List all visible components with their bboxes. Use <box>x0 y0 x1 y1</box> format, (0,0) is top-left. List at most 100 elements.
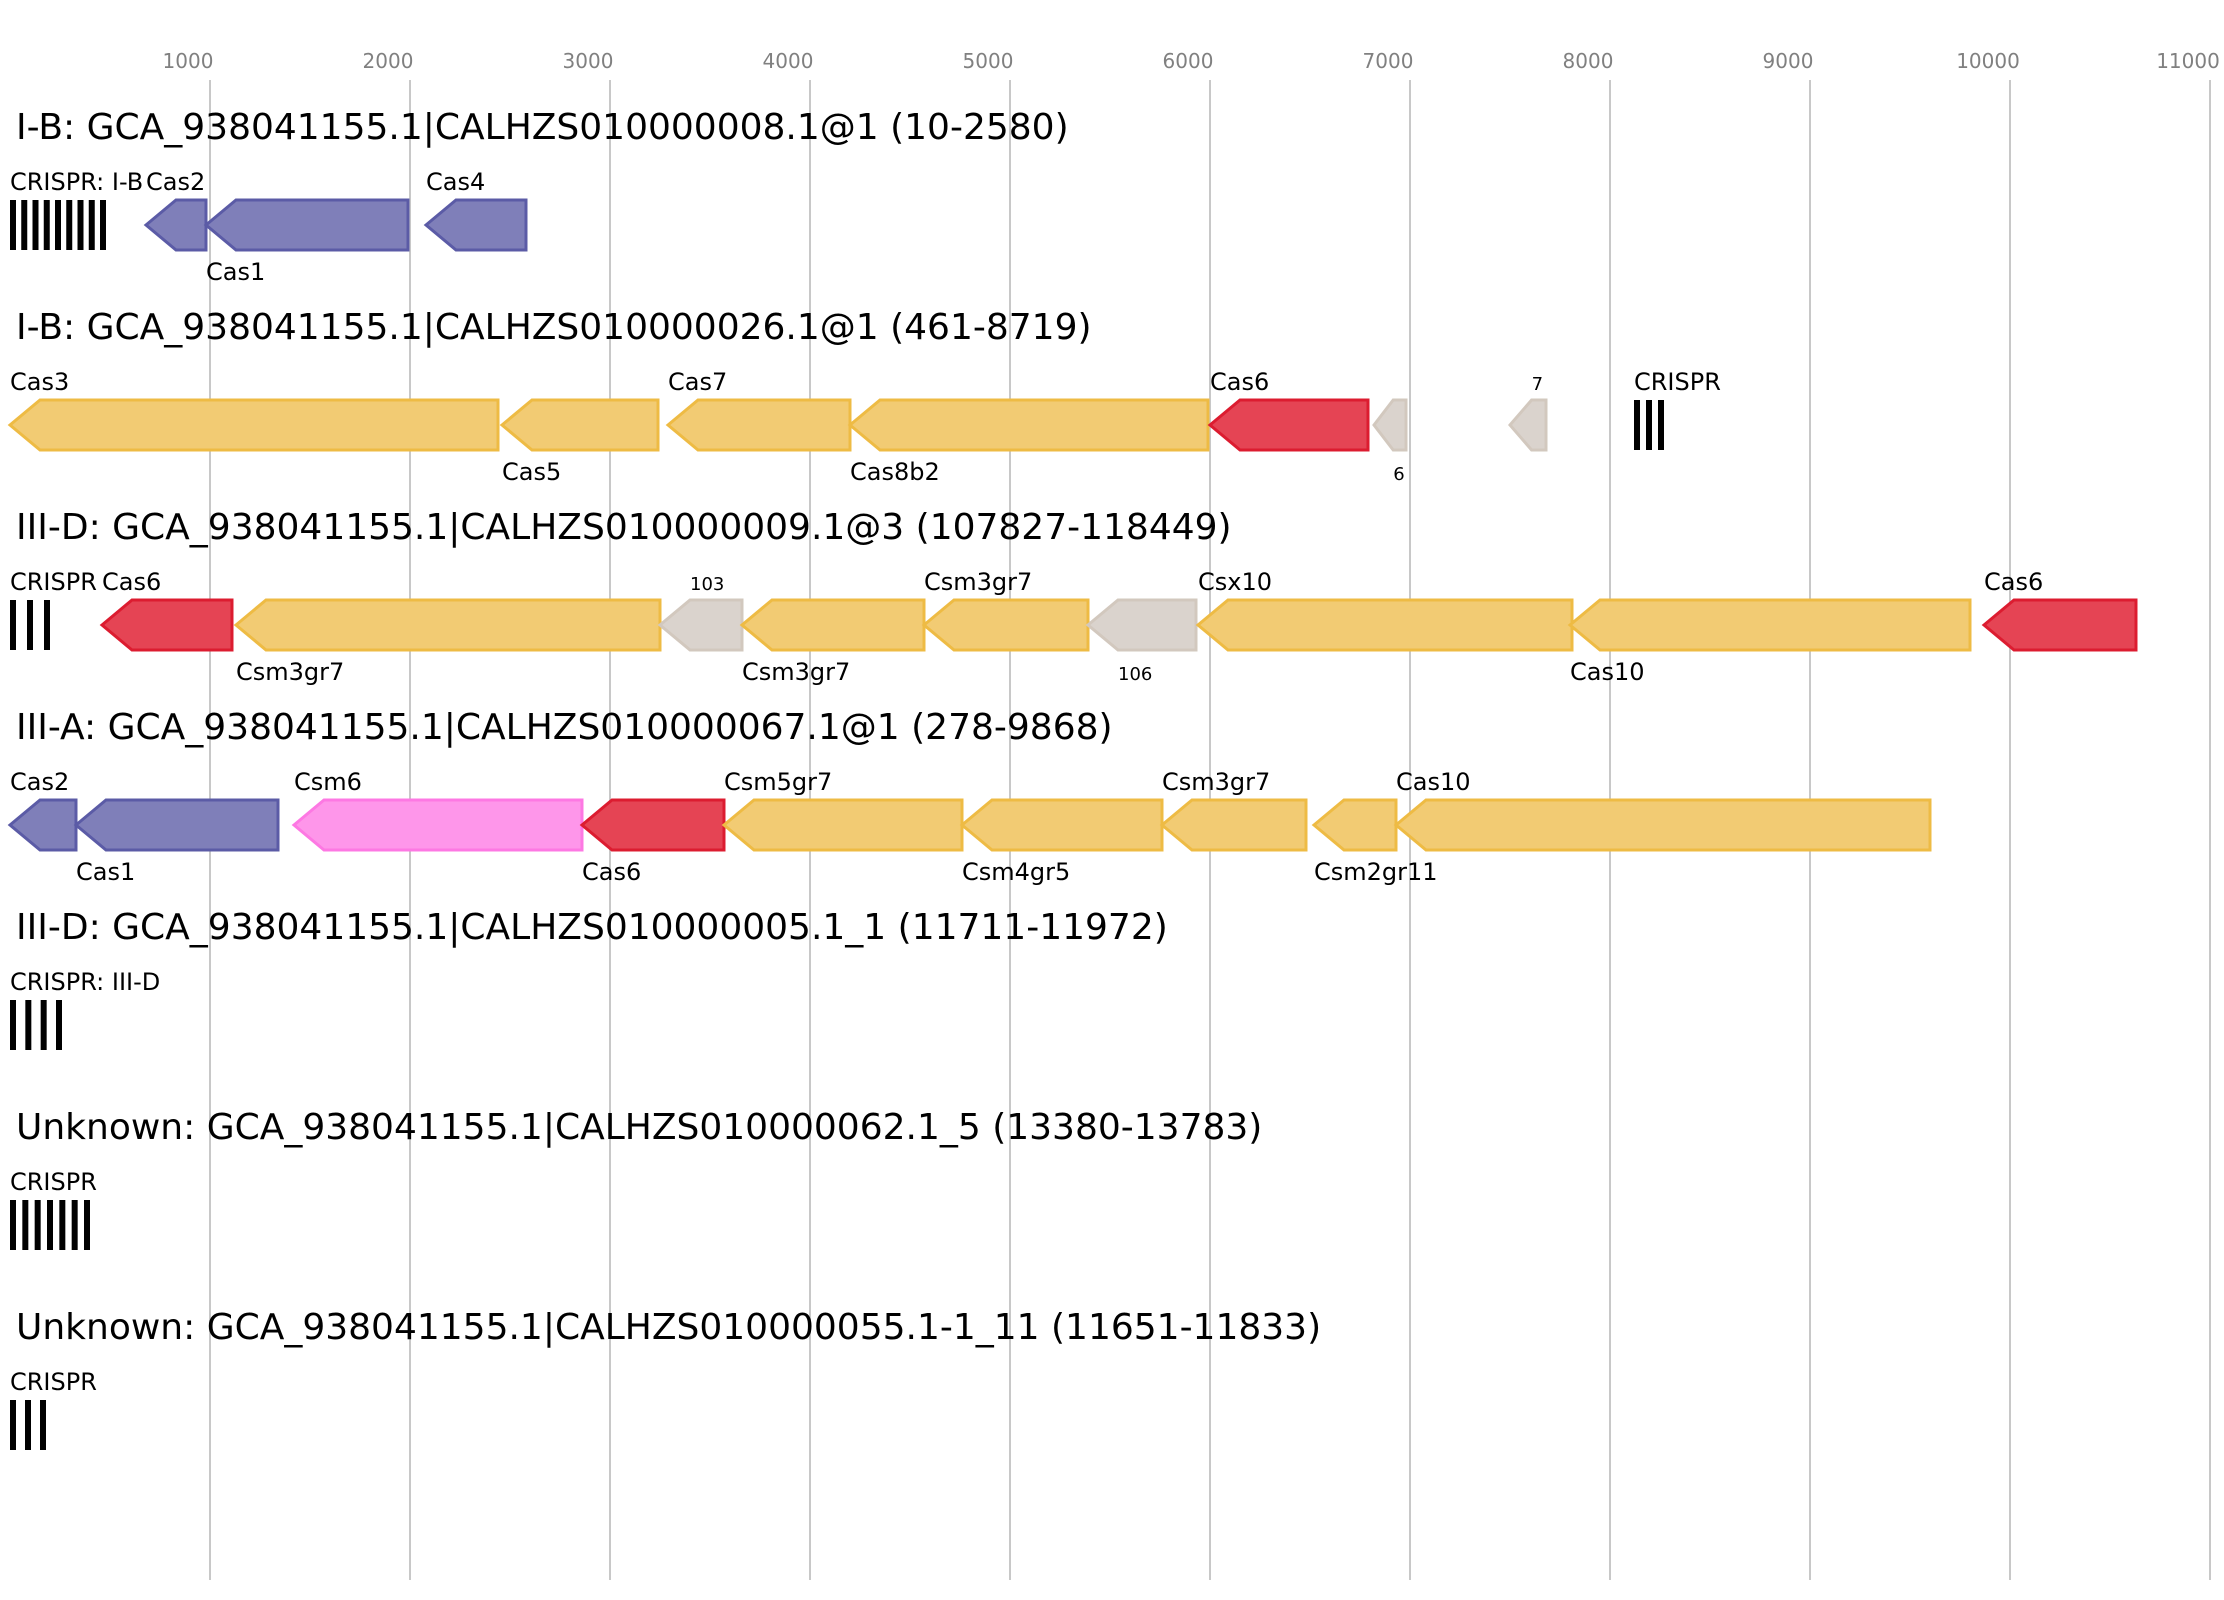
gene-arrow[interactable] <box>721 798 964 852</box>
gene[interactable]: Csm2gr11 <box>1311 798 1438 886</box>
gene[interactable]: Cas1 <box>73 798 280 886</box>
gene[interactable]: Cas6 <box>1207 368 1370 452</box>
crispr-array: CRISPR <box>10 1368 97 1450</box>
gene-arrow[interactable] <box>7 798 78 852</box>
gene-arrow[interactable] <box>657 598 744 652</box>
gene-arrow[interactable] <box>739 598 926 652</box>
gene-label: Cas1 <box>206 258 265 286</box>
gene-arrow[interactable] <box>1311 798 1398 852</box>
crispr-repeat-bar <box>34 1200 41 1250</box>
gene[interactable]: 103 <box>657 574 744 652</box>
crispr-label: CRISPR <box>10 1368 97 1396</box>
locus-row: III-D: GCA_938041155.1|CALHZS010000005.1… <box>10 907 1168 1050</box>
gene-arrow[interactable] <box>921 598 1090 652</box>
gene-arrow[interactable] <box>1207 398 1370 452</box>
crispr-repeat-bar <box>21 200 28 250</box>
gene-arrow[interactable] <box>1195 598 1574 652</box>
locus-row: Unknown: GCA_938041155.1|CALHZS010000062… <box>10 1107 1262 1250</box>
gene-label: Csm3gr7 <box>742 658 850 686</box>
gene[interactable]: Cas1 <box>203 198 410 286</box>
gene[interactable]: Cas6 <box>99 568 234 652</box>
gene-label: Cas2 <box>10 768 69 796</box>
gene-arrow[interactable] <box>99 598 234 652</box>
crispr-array: CRISPR: III-D <box>10 968 160 1050</box>
gene[interactable]: Csm3gr7 <box>739 598 926 686</box>
loci: I-B: GCA_938041155.1|CALHZS010000008.1@1… <box>7 107 2138 1450</box>
crispr-repeat-bar <box>25 1400 31 1450</box>
gene[interactable]: 7 <box>1508 374 1548 452</box>
gene-arrow[interactable] <box>423 198 528 252</box>
gene[interactable]: Cas3 <box>7 368 500 452</box>
gene[interactable]: Cas2 <box>143 168 208 252</box>
gene-arrow[interactable] <box>579 798 726 852</box>
gene[interactable]: Csm6 <box>291 768 584 852</box>
gene[interactable]: 106 <box>1085 598 1198 685</box>
gene-arrow[interactable] <box>847 398 1210 452</box>
gene[interactable]: Cas4 <box>423 168 528 252</box>
gene-arrow[interactable] <box>291 798 584 852</box>
crispr-repeat-bar <box>55 200 61 250</box>
gene[interactable]: 6 <box>1372 398 1408 485</box>
x-tick-label: 4000 <box>763 49 814 73</box>
crispr-repeat-bar <box>10 200 16 250</box>
crispr-repeat-bar <box>32 200 39 250</box>
crispr-repeat-bar <box>10 1400 16 1450</box>
x-tick-label: 1000 <box>163 49 214 73</box>
crispr-repeat-bar <box>43 200 50 250</box>
crispr-repeat-bar <box>10 1000 16 1050</box>
gene[interactable]: Csm3gr7 <box>1159 768 1308 852</box>
gene-label: Csm3gr7 <box>236 658 344 686</box>
gene[interactable]: Cas5 <box>499 398 660 486</box>
gene-label: Cas6 <box>102 568 161 596</box>
gene-label: 7 <box>1532 374 1543 395</box>
gene-arrow[interactable] <box>143 198 208 252</box>
gene-label: Csm2gr11 <box>1314 858 1438 886</box>
x-tick-label: 5000 <box>963 49 1014 73</box>
crispr-repeat-bar <box>84 1200 90 1250</box>
locus-title: I-B: GCA_938041155.1|CALHZS010000008.1@1… <box>16 107 1069 148</box>
x-tick-label: 10000 <box>1956 49 2020 73</box>
gene[interactable]: Csm3gr7 <box>921 568 1090 652</box>
gene[interactable]: Cas6 <box>579 798 726 886</box>
crispr-repeat-bar <box>10 600 16 650</box>
gene-arrow[interactable] <box>1567 598 1972 652</box>
gene-arrow[interactable] <box>1372 398 1408 452</box>
gene-arrow[interactable] <box>1159 798 1308 852</box>
gene[interactable]: Cas8b2 <box>847 398 1210 486</box>
x-tick-label: 8000 <box>1563 49 1614 73</box>
gene[interactable]: Cas10 <box>1567 598 1972 686</box>
gene-arrow[interactable] <box>499 398 660 452</box>
x-tick-label: 11000 <box>2156 49 2220 73</box>
gene[interactable]: Cas2 <box>7 768 78 852</box>
gene[interactable]: Cas7 <box>665 368 852 452</box>
gene-arrow[interactable] <box>665 398 852 452</box>
gene-arrow[interactable] <box>7 398 500 452</box>
gene-label: Cas7 <box>668 368 727 396</box>
locus-row: Unknown: GCA_938041155.1|CALHZS010000055… <box>10 1307 1321 1450</box>
gene-label: Cas10 <box>1396 768 1471 796</box>
gene[interactable]: Csm4gr5 <box>959 798 1164 886</box>
locus-title: Unknown: GCA_938041155.1|CALHZS010000062… <box>16 1107 1262 1148</box>
gene-arrow[interactable] <box>1981 598 2138 652</box>
gene[interactable]: Csx10 <box>1195 568 1574 652</box>
gene-arrow[interactable] <box>233 598 662 652</box>
gene-arrow[interactable] <box>73 798 280 852</box>
crispr-array: CRISPR: I-B <box>10 168 143 250</box>
gene-label: Cas4 <box>426 168 485 196</box>
gene[interactable]: Cas10 <box>1393 768 1932 852</box>
gene[interactable]: Csm5gr7 <box>721 768 964 852</box>
gene[interactable]: Cas6 <box>1981 568 2138 652</box>
crispr-repeat-bar <box>77 200 84 250</box>
gene[interactable]: Csm3gr7 <box>233 598 662 686</box>
gene-label: Cas1 <box>76 858 135 886</box>
gene-label: Cas10 <box>1570 658 1645 686</box>
gene-label: Csm6 <box>294 768 362 796</box>
gene-label: Cas2 <box>146 168 205 196</box>
gene-arrow[interactable] <box>1085 598 1198 652</box>
gene-arrow[interactable] <box>1508 398 1548 452</box>
gene-arrow[interactable] <box>203 198 410 252</box>
gene-arrow[interactable] <box>1393 798 1932 852</box>
gene-label: 103 <box>690 574 724 595</box>
locus-title: III-A: GCA_938041155.1|CALHZS010000067.1… <box>16 707 1113 748</box>
gene-arrow[interactable] <box>959 798 1164 852</box>
